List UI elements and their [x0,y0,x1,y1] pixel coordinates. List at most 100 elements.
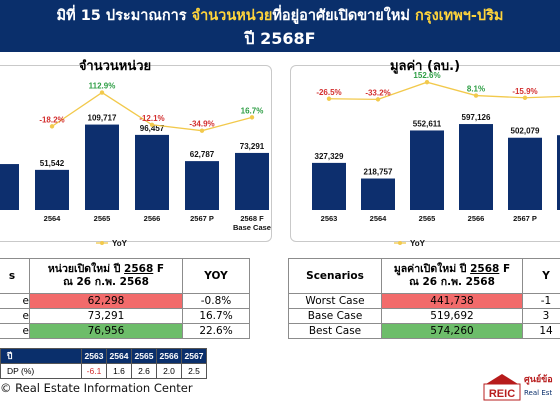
bar [235,152,269,210]
x-tick-label: 2565 [419,214,436,223]
value-header-suffix: F [499,263,511,275]
bar-value-label: 218,757 [364,168,393,177]
x-tick-label: 2564 [44,214,62,223]
units-row-yoy: 22.6% [182,323,250,339]
gdp-year: 2565 [131,348,157,364]
units-header-year: 2568 [124,263,154,275]
units-header-yoy: YOY [182,258,250,294]
x-tick-label: 2563 [321,214,338,223]
gdp-value: 2.5 [181,363,207,379]
bar [85,124,119,210]
units-chart: 51,542 2564 109,717 2565 96,457 2566 62,787 256… [0,82,271,248]
table-row: Worst Case 441,738 -1 [288,293,560,309]
yoy-point [149,122,155,127]
gdp-label: DP (%) [0,363,82,379]
yoy-point [49,124,55,129]
footer-copyright: © Real Estate Information Center [0,381,193,395]
bar-value-label: 597,126 [462,113,491,122]
title-prefix: มิที่ 15 ประมาณการ [56,8,192,24]
x-tick-label: 2568 F [240,214,264,223]
yoy-point [326,96,332,101]
gdp-year: 2563 [81,348,107,364]
yoy-point [99,90,105,95]
yoy-label: -26.5% [316,88,341,97]
bar [508,137,542,210]
yoy-point [375,97,381,102]
bar-value-label: 62,787 [190,150,215,159]
gdp-value: 2.0 [156,363,182,379]
bar [312,162,346,210]
value-header-yoy: Y [522,258,560,294]
units-row-label: e [0,323,30,339]
bar [459,124,493,210]
bar [557,135,560,210]
value-row-yoy: -1 [522,293,560,309]
units-header-scenarios: s [0,258,30,294]
value-row-label: Worst Case [288,293,382,309]
bar [35,169,69,210]
table-row: Best Case 574,260 14 [288,323,560,339]
yoy-label: 112.9% [89,82,116,91]
gdp-year: 2566 [156,348,182,364]
title-bar: มิที่ 15 ประมาณการ จำนวนหน่วยที่อยู่อาศั… [0,0,560,52]
gdp-year: 2567 [181,348,207,364]
gdp-value: 2.6 [131,363,157,379]
yoy-label: 8.1% [467,85,485,94]
x-tick-label: 2565 [94,214,111,223]
value-header-scenarios: Scenarios [288,258,382,294]
bar-value-label: 502,079 [511,127,540,136]
value-chart: 327,329 2563 218,757 2564 552,611 2565 597,126… [312,71,560,248]
units-row-value: 76,956 [29,323,183,339]
x-tick-label: 2567 P [190,214,214,223]
legend-label: YoY [410,239,426,248]
gdp-value: -6.1 [81,363,107,379]
units-chart-title: จำนวนหน่วย [78,59,152,74]
bar [185,161,219,210]
units-row-yoy: 16.7% [182,308,250,324]
value-row-value: 519,692 [381,308,523,324]
x-tick-label: 2566 [144,214,161,223]
yoy-label: -18.2% [39,115,64,124]
page-title-line-2: ปี 2568F [244,29,316,48]
value-row-yoy: 3 [522,308,560,324]
value-row-label: Base Case [288,308,382,324]
units-header-suffix: F [153,263,165,275]
yoy-point [473,93,479,98]
value-header-year: 2568 [470,263,500,275]
units-row-label: e [0,308,30,324]
reic-logo: REIC [483,374,521,401]
legend-label: YoY [112,239,128,248]
yoy-label: 152.6% [413,71,440,80]
bar-value-label: 327,329 [315,152,344,161]
bar [410,130,444,210]
bar-value-label: 109,717 [88,114,117,123]
legend-marker [398,241,402,245]
value-header-l2: ณ 26 ก.พ. 2568 [409,276,495,288]
value-chart-title: มูลค่า (ลบ.) [389,59,461,74]
x-tick-label: 2564 [370,214,388,223]
value-row-value: 574,260 [381,323,523,339]
logo-text: REIC [489,388,515,400]
gdp-value: 1.6 [106,363,132,379]
units-header-l2: ณ 26 ก.พ. 2568 [63,276,149,288]
units-row-value: 73,291 [29,308,183,324]
value-row-value: 441,738 [381,293,523,309]
yoy-label: -15.9% [512,87,537,96]
bar [361,178,395,210]
units-header-l1: หน่วยเปิดใหม่ ปี [47,263,121,275]
title-middle: ที่อยู่อาศัยเปิดขายใหม่ [272,8,416,24]
yoy-label: -12.1% [139,114,164,123]
logo-thai: ศูนย์ข้อ [524,375,553,385]
yoy-label: -33.2% [365,88,390,97]
value-header-l1: มูลค่าเปิดใหม่ ปี [393,263,467,275]
gdp-table: ปี 2563 2564 2565 2566 2567 DP (%) -6.1 … [0,348,207,379]
yoy-line [328,81,560,101]
bar-value-label: 51,542 [40,159,65,168]
yoy-point [199,128,205,133]
yoy-label: -34.9% [189,120,214,129]
value-row-yoy: 14 [522,323,560,339]
table-row: e 76,956 22.6% [0,323,250,339]
table-row: Base Case 519,692 3 [288,308,560,324]
yoy-point [522,95,528,100]
bar-value-label: 73,291 [240,142,265,151]
